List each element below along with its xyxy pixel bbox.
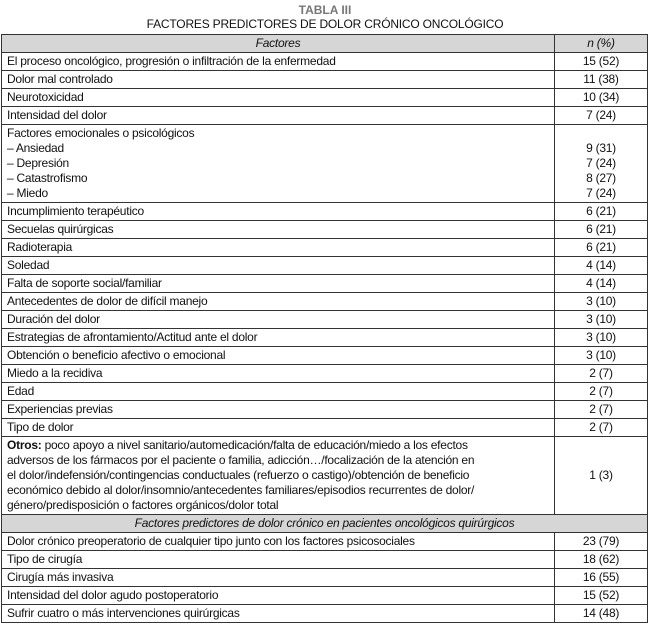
n-cell: 16 (55)	[554, 568, 648, 587]
table-row: Intensidad del dolor 7 (24)	[1, 106, 648, 125]
emotional-item: – Catastrofismo	[7, 171, 88, 185]
emotional-item: – Depresión	[7, 156, 69, 170]
factor-cell: Secuelas quirúrgicas	[1, 220, 555, 239]
table-row: Miedo a la recidiva 2 (7)	[1, 364, 648, 383]
otros-line: adversos de los fármacos por el paciente…	[7, 453, 475, 467]
factor-cell: Falta de soporte social/familiar	[1, 274, 555, 293]
n-cell: 4 (14)	[554, 256, 648, 275]
table-label: TABLA III	[298, 3, 352, 17]
n-cell: 15 (52)	[554, 52, 648, 71]
emotional-factors-row: Factores emocionales o psicológicos – Ans…	[1, 124, 648, 203]
n-cell: 9 (31) 7 (24) 8 (27) 7 (24)	[554, 124, 648, 203]
n-cell: 1 (3)	[554, 436, 648, 515]
factor-cell: Estrategias de afrontamiento/Actitud ant…	[1, 328, 555, 347]
factor-cell: Dolor crónico preoperatorio de cualquier…	[1, 532, 555, 551]
n-cell: 15 (52)	[554, 586, 648, 605]
factor-cell: Intensidad del dolor agudo postoperatori…	[1, 586, 555, 605]
n-cell: 2 (7)	[554, 364, 648, 383]
otros-line: género/predisposición o factores orgánic…	[7, 498, 279, 512]
predictors-table: Factores n (%) El proceso oncológico, pr…	[1, 34, 648, 623]
table-row: Dolor mal controlado 11 (38)	[1, 70, 648, 89]
header-n: n (%)	[554, 34, 648, 53]
table-row: Sufrir cuatro o más intervenciones quirú…	[1, 604, 648, 623]
factor-cell: Neurotoxicidad	[1, 88, 555, 107]
factor-cell: Radioterapia	[1, 238, 555, 257]
n-cell: 10 (34)	[554, 88, 648, 107]
otros-line: económico debido al dolor/insomnio/antec…	[7, 483, 475, 497]
n-cell: 4 (14)	[554, 274, 648, 293]
n-cell: 18 (62)	[554, 550, 648, 569]
factor-cell: Soledad	[1, 256, 555, 275]
factor-cell: Cirugía más invasiva	[1, 568, 555, 587]
factor-cell: Experiencias previas	[1, 400, 555, 419]
table-row: Antecedentes de dolor de difícil manejo 3…	[1, 292, 648, 311]
factor-cell: Tipo de dolor	[1, 418, 555, 437]
otros-label: Otros:	[7, 438, 42, 452]
table-row: Soledad 4 (14)	[1, 256, 648, 275]
otros-line: el dolor/indefensión/contingencias condu…	[7, 468, 470, 482]
table-row: Intensidad del dolor agudo postoperatori…	[1, 586, 648, 605]
table-title: FACTORES PREDICTORES DE DOLOR CRÓNICO ON…	[146, 17, 504, 31]
n-cell: 3 (10)	[554, 346, 648, 365]
table-row: Duración del dolor 3 (10)	[1, 310, 648, 329]
otros-row: Otros: poco apoyo a nivel sanitario/auto…	[1, 436, 648, 515]
factor-cell: Duración del dolor	[1, 310, 555, 329]
emotional-item: – Miedo	[7, 186, 48, 200]
table-row: Tipo de cirugía 18 (62)	[1, 550, 648, 569]
emotional-item-n: 9 (31)	[586, 141, 616, 155]
table-row: Dolor crónico preoperatorio de cualquier…	[1, 532, 648, 551]
factor-cell: Miedo a la recidiva	[1, 364, 555, 383]
n-cell: 14 (48)	[554, 604, 648, 623]
table-row: Edad 2 (7)	[1, 382, 648, 401]
n-cell: 2 (7)	[554, 418, 648, 437]
n-cell: 23 (79)	[554, 532, 648, 551]
factor-cell: Incumplimiento terapéutico	[1, 202, 555, 221]
otros-line: poco apoyo a nivel sanitario/automedicac…	[41, 438, 468, 452]
factor-cell: Tipo de cirugía	[1, 550, 555, 569]
table-row: Falta de soporte social/familiar 4 (14)	[1, 274, 648, 293]
factor-cell: El proceso oncológico, progresión o infi…	[1, 52, 555, 71]
n-cell: 3 (10)	[554, 328, 648, 347]
n-cell: 7 (24)	[554, 106, 648, 125]
n-cell: 11 (38)	[554, 70, 648, 89]
emotional-item-n: 7 (24)	[586, 186, 616, 200]
factor-cell: Dolor mal controlado	[1, 70, 555, 89]
factor-cell: Antecedentes de dolor de difícil manejo	[1, 292, 555, 311]
factor-cell: Factores emocionales o psicológicos – Ans…	[1, 124, 555, 203]
table-row: El proceso oncológico, progresión o infi…	[1, 52, 648, 71]
section-title: Factores predictores de dolor crónico en…	[1, 514, 648, 533]
emotional-item: – Ansiedad	[7, 141, 64, 155]
table-row: Neurotoxicidad 10 (34)	[1, 88, 648, 107]
table-row: Cirugía más invasiva 16 (55)	[1, 568, 648, 587]
n-cell: 6 (21)	[554, 220, 648, 239]
n-cell: 3 (10)	[554, 310, 648, 329]
factor-cell: Sufrir cuatro o más intervenciones quirú…	[1, 604, 555, 623]
table-row: Secuelas quirúrgicas 6 (21)	[1, 220, 648, 239]
emotional-item-n: 8 (27)	[586, 171, 616, 185]
factor-cell: Obtención o beneficio afectivo o emocion…	[1, 346, 555, 365]
header-factores: Factores	[1, 34, 555, 53]
section-header-row: Factores predictores de dolor crónico en…	[1, 514, 648, 533]
n-cell: 2 (7)	[554, 400, 648, 419]
factor-cell: Otros: poco apoyo a nivel sanitario/auto…	[1, 436, 555, 515]
factor-cell: Intensidad del dolor	[1, 106, 555, 125]
table-row: Incumplimiento terapéutico 6 (21)	[1, 202, 648, 221]
table-row: Radioterapia 6 (21)	[1, 238, 648, 257]
table-row: Experiencias previas 2 (7)	[1, 400, 648, 419]
emotional-title: Factores emocionales o psicológicos	[7, 126, 195, 140]
n-cell: 2 (7)	[554, 382, 648, 401]
factor-cell: Edad	[1, 382, 555, 401]
n-cell: 3 (10)	[554, 292, 648, 311]
n-cell: 6 (21)	[554, 202, 648, 221]
table-row: Tipo de dolor 2 (7)	[1, 418, 648, 437]
table-row: Estrategias de afrontamiento/Actitud ant…	[1, 328, 648, 347]
emotional-item-n: 7 (24)	[586, 156, 616, 170]
header-row: Factores n (%)	[1, 34, 648, 53]
n-cell: 6 (21)	[554, 238, 648, 257]
table-row: Obtención o beneficio afectivo o emocion…	[1, 346, 648, 365]
